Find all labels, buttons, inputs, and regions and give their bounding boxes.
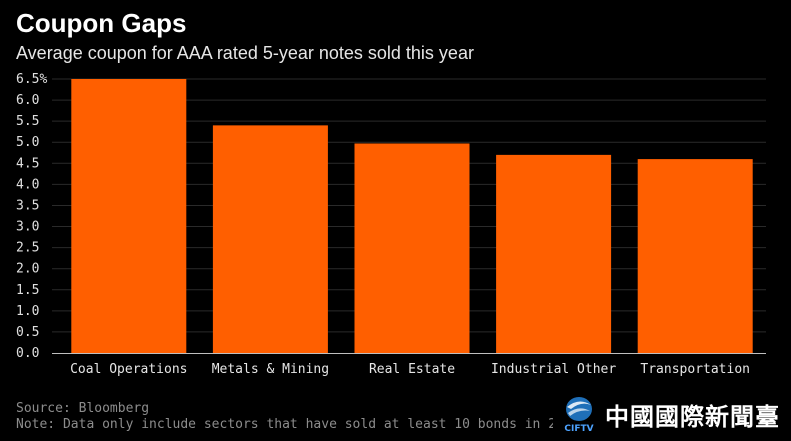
bar: [71, 79, 187, 353]
bar: [354, 143, 470, 353]
y-tick-label: 0.5: [16, 325, 39, 340]
watermark-logo-text: CIFTV: [564, 424, 593, 433]
y-tick-label: 1.5: [16, 283, 39, 298]
y-tick-label: 3.0: [16, 220, 39, 235]
bar: [637, 159, 753, 353]
x-tick-label: Metals & Mining: [212, 362, 329, 377]
y-tick-label: 6.5%: [16, 72, 47, 87]
x-tick-label: Industrial Other: [491, 362, 616, 377]
chart-title: Coupon Gaps: [16, 8, 187, 38]
bar: [496, 154, 612, 353]
y-tick-label: 0.0: [16, 346, 39, 361]
y-tick-label: 1.0: [16, 304, 39, 319]
broadcaster-watermark: CIFTV 中國國際新聞臺: [553, 393, 791, 433]
globe-swirl-icon: CIFTV: [564, 397, 594, 433]
y-tick-label: 2.5: [16, 241, 39, 256]
y-tick-label: 5.5: [16, 114, 39, 129]
y-tick-label: 3.5: [16, 198, 39, 213]
x-tick-label: Real Estate: [369, 362, 455, 377]
y-tick-label: 5.0: [16, 135, 39, 150]
x-tick-label: Transportation: [640, 362, 750, 377]
chart-subtitle: Average coupon for AAA rated 5-year note…: [16, 43, 474, 63]
source-note: Source: Bloomberg: [16, 401, 150, 416]
y-tick-label: 2.0: [16, 262, 39, 277]
y-tick-label: 6.0: [16, 93, 39, 108]
y-tick-label: 4.0: [16, 177, 39, 192]
footnote: Note: Data only include sectors that hav…: [16, 417, 580, 432]
bar: [212, 125, 328, 353]
x-tick-label: Coal Operations: [70, 362, 187, 377]
watermark-text: 中國國際新聞臺: [605, 403, 780, 431]
y-tick-label: 4.5: [16, 156, 39, 171]
